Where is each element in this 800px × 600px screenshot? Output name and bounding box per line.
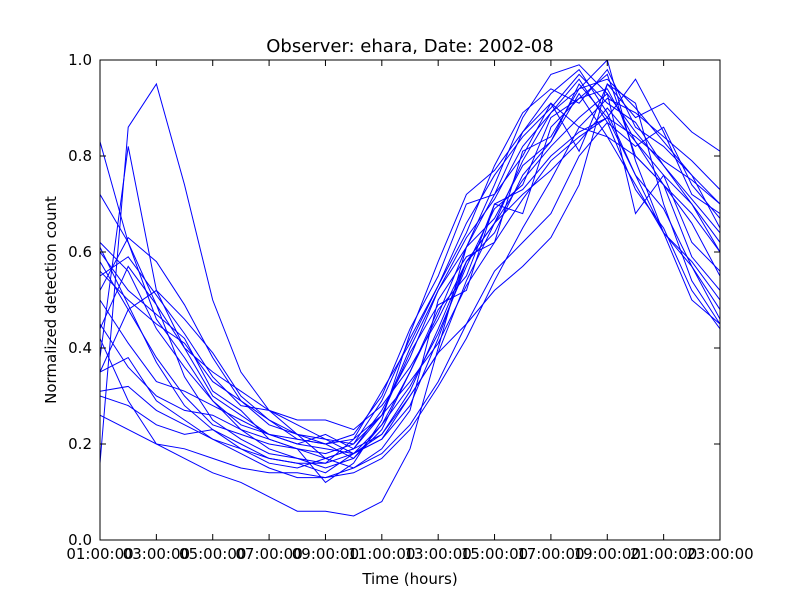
- x-tick-label: 19:00:00: [574, 545, 641, 563]
- series-layer: [100, 60, 720, 517]
- chart-title: Observer: ehara, Date: 2002-08: [266, 36, 553, 57]
- y-tick-label: 0.2: [68, 435, 92, 453]
- series-line-17: [100, 78, 720, 431]
- x-tick-label: 21:00:00: [630, 545, 697, 563]
- plot-frame: [99, 59, 721, 541]
- series-line-18: [100, 97, 720, 479]
- y-tick-label: 0.6: [68, 243, 92, 261]
- x-tick-label: 23:00:00: [686, 545, 753, 563]
- x-tick-label: 07:00:00: [235, 545, 302, 563]
- series-line-13: [100, 73, 720, 445]
- y-tick-label: 0.4: [68, 339, 92, 357]
- series-line-11: [100, 121, 720, 479]
- series-line-10: [100, 83, 720, 484]
- x-tick-label: 03:00:00: [123, 545, 190, 563]
- series-line-20: [100, 116, 720, 445]
- series-line-7: [100, 60, 720, 469]
- y-tick-label: 0.0: [68, 531, 92, 549]
- x-tick-label: 05:00:00: [179, 545, 246, 563]
- series-line-12: [100, 68, 720, 445]
- series-line-19: [100, 88, 720, 455]
- plot-area: 01:00:0003:00:0005:00:0007:00:0009:00:00…: [66, 51, 753, 563]
- series-line-4: [100, 83, 720, 459]
- series-line-5: [100, 102, 720, 469]
- y-axis-title: Normalized detection count: [42, 196, 60, 404]
- x-tick-label: 11:00:00: [348, 545, 415, 563]
- x-axis-ticks: 01:00:0003:00:0005:00:0007:00:0009:00:00…: [66, 60, 754, 563]
- x-tick-label: 15:00:00: [461, 545, 528, 563]
- y-tick-label: 0.8: [68, 147, 92, 165]
- y-tick-label: 1.0: [68, 51, 92, 69]
- y-axis-ticks: 0.0 0.2 0.4 0.6 0.8 1.0: [68, 51, 720, 549]
- x-axis-title: Time (hours): [361, 570, 457, 588]
- x-tick-label: 09:00:00: [292, 545, 359, 563]
- series-line-8: [100, 78, 720, 450]
- series-line-16: [100, 82, 720, 464]
- x-tick-label: 13:00:00: [404, 545, 471, 563]
- series-line-14: [100, 92, 720, 469]
- x-tick-label: 17:00:00: [517, 545, 584, 563]
- series-line-15: [100, 68, 720, 464]
- x-tick-label: 01:00:00: [66, 545, 133, 563]
